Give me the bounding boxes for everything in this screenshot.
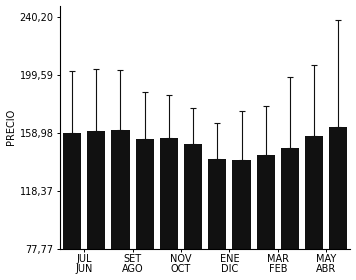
Bar <box>281 148 299 280</box>
Bar <box>257 155 275 280</box>
Bar <box>160 138 178 280</box>
Bar <box>305 136 323 280</box>
Bar <box>208 159 226 280</box>
Bar <box>111 130 130 280</box>
Bar <box>184 144 202 280</box>
Bar <box>87 130 105 280</box>
Bar <box>232 160 251 280</box>
Bar <box>136 139 154 280</box>
Bar <box>63 134 81 280</box>
Bar <box>329 127 347 280</box>
Y-axis label: PRECIO: PRECIO <box>6 109 16 145</box>
